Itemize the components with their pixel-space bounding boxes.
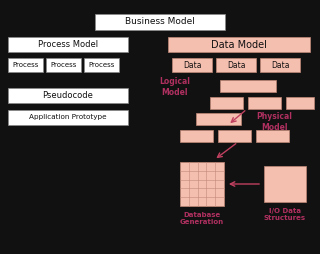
Bar xyxy=(8,110,128,125)
Text: Database
Generation: Database Generation xyxy=(180,212,224,225)
Bar xyxy=(264,166,306,202)
Text: Physical
Model: Physical Model xyxy=(256,112,292,132)
Text: Data: Data xyxy=(183,60,201,70)
Bar xyxy=(210,97,243,109)
Bar xyxy=(172,58,212,72)
Bar xyxy=(286,97,314,109)
Text: Data Model: Data Model xyxy=(211,40,267,50)
Bar xyxy=(218,130,251,142)
Bar xyxy=(248,97,281,109)
Text: Business Model: Business Model xyxy=(125,18,195,26)
Bar xyxy=(8,88,128,103)
Bar xyxy=(180,130,213,142)
Bar xyxy=(8,37,128,52)
Bar xyxy=(84,58,119,72)
Text: Data: Data xyxy=(227,60,245,70)
Bar xyxy=(256,130,289,142)
Text: Process: Process xyxy=(50,62,77,68)
Text: I/O Data
Structures: I/O Data Structures xyxy=(264,208,306,221)
Bar xyxy=(95,14,225,30)
Bar xyxy=(8,58,43,72)
Text: Process: Process xyxy=(88,62,115,68)
Bar xyxy=(220,80,276,92)
Text: Application Prototype: Application Prototype xyxy=(29,115,107,120)
Bar xyxy=(168,37,310,52)
Bar xyxy=(260,58,300,72)
Bar xyxy=(180,162,224,206)
Text: Process Model: Process Model xyxy=(38,40,98,49)
Text: Data: Data xyxy=(271,60,289,70)
Text: Logical
Model: Logical Model xyxy=(160,77,190,97)
Bar xyxy=(216,58,256,72)
Bar xyxy=(196,113,241,125)
Text: Pseudocode: Pseudocode xyxy=(43,91,93,100)
Text: Process: Process xyxy=(12,62,39,68)
Bar xyxy=(46,58,81,72)
